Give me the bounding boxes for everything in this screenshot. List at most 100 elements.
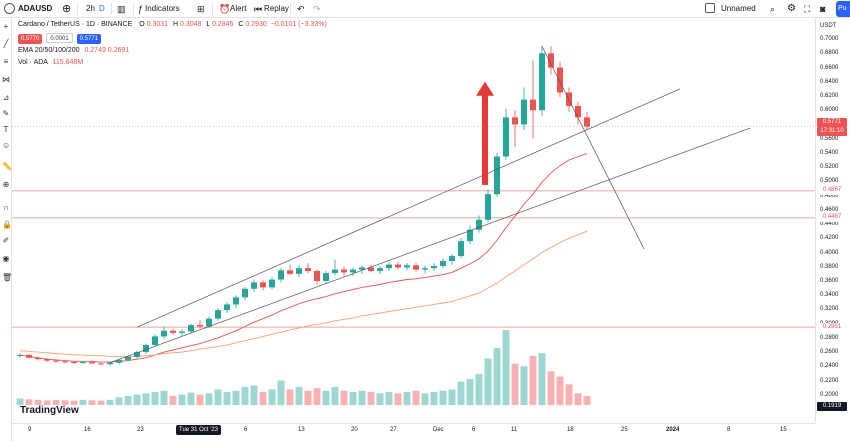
candle-body	[404, 265, 410, 268]
price-tick-label: 0.2800	[820, 334, 839, 341]
replay-button[interactable]: Replay	[264, 4, 289, 13]
volume-bar	[466, 379, 474, 405]
candle-body	[134, 352, 140, 358]
volume-bar	[151, 392, 159, 405]
toolbar-divider	[133, 3, 134, 15]
candle-body	[296, 268, 302, 274]
eye-icon[interactable]: ◉	[2, 254, 10, 263]
volume-bar	[205, 393, 213, 405]
volume-bar	[241, 386, 249, 405]
candle-body	[260, 282, 266, 288]
volume-bar	[277, 380, 285, 405]
zoom-in-icon[interactable]: ⊕	[2, 180, 10, 189]
volume-bar	[169, 395, 177, 405]
volume-bar	[43, 400, 51, 405]
ema-indicator-label[interactable]: EMA 20/50/100/200	[18, 47, 80, 54]
camera-icon[interactable]: ◙	[820, 4, 826, 14]
alert-button[interactable]: Alert	[230, 4, 247, 13]
alert-clock-icon[interactable]: ⏰	[219, 4, 231, 14]
candle-body	[62, 361, 68, 363]
candle-body	[575, 105, 581, 118]
symbol-name[interactable]: ADAUSD	[18, 4, 53, 13]
pattern-icon[interactable]: ⋈	[2, 75, 10, 84]
ema-slow-line	[19, 230, 588, 357]
candle-body	[530, 99, 536, 111]
candle-body	[233, 297, 239, 305]
candle-body	[431, 266, 437, 269]
price-axis[interactable]: USDT 0.7000 0.6800 0.6600 0.6400 0.6200 0.600…	[815, 18, 850, 423]
redo-icon[interactable]: ↷	[313, 4, 321, 14]
trendline-icon[interactable]: ╱	[3, 39, 9, 48]
candle-body	[89, 362, 95, 364]
candle-body	[314, 271, 320, 281]
buy-button[interactable]: 0.5771	[76, 34, 101, 44]
candle-body	[44, 359, 50, 361]
chart-type-icon[interactable]: ▥	[117, 4, 126, 14]
level-price-tag: 0.2951	[817, 322, 847, 332]
volume-bar	[142, 393, 150, 405]
settings-gear-icon[interactable]: ⚙	[787, 3, 796, 14]
brush-icon[interactable]: ✎	[2, 109, 10, 118]
legend-title: Cardano / TetherUS · 1D · BINANCE	[18, 21, 133, 28]
volume-bar	[79, 399, 87, 405]
text-tool-icon[interactable]: T	[3, 125, 9, 134]
quick-search-icon[interactable]: ⌕	[770, 4, 776, 14]
volume-bar	[556, 376, 564, 405]
replay-icon[interactable]: ⏮	[254, 4, 263, 14]
candle-body	[71, 362, 77, 364]
level-price-tag: 0.4487	[817, 213, 847, 223]
price-tick-label: 0.5000	[820, 178, 839, 185]
trash-icon[interactable]: 🗑	[2, 273, 13, 282]
candle-body	[503, 117, 509, 157]
undo-icon[interactable]: ↶	[297, 4, 305, 14]
volume-bar	[313, 388, 321, 405]
ema-values: 0.2749 0.2691	[84, 47, 130, 54]
candle-body	[35, 357, 41, 360]
volume-bar	[232, 390, 240, 405]
level-price-tag: 0.4867	[817, 186, 847, 196]
fib-retracement-icon[interactable]: ≡	[3, 57, 9, 66]
lock-icon[interactable]: 🔒	[2, 220, 12, 229]
sell-button[interactable]: 0.5770	[18, 34, 43, 44]
volume-bar	[115, 397, 123, 405]
legend-c-value: 0.2930	[245, 21, 267, 28]
volume-bar	[187, 392, 195, 405]
projection-icon[interactable]: ⊿	[2, 93, 10, 102]
layout-icon[interactable]	[705, 3, 715, 13]
symbol-search-icon[interactable]	[4, 3, 15, 14]
volume-bar	[160, 390, 168, 405]
volume-indicator-label[interactable]: Vol · ADA	[18, 59, 48, 66]
candle-body	[305, 268, 311, 272]
time-tick-label: 25	[621, 427, 628, 433]
indicators-button[interactable]: Indicators	[145, 4, 180, 13]
fullscreen-icon[interactable]: ⛶	[804, 4, 811, 14]
ruler-icon[interactable]: 📏	[2, 162, 12, 171]
layout-name[interactable]: Unnamed	[721, 4, 756, 13]
candle-body	[332, 269, 338, 274]
crosshair-icon[interactable]: +	[3, 22, 9, 31]
templates-icon[interactable]: ⊞	[197, 4, 205, 14]
volume-bar	[250, 385, 258, 405]
volume-bar	[538, 353, 546, 405]
icons-tool-icon[interactable]: ☺	[2, 141, 11, 150]
interval-d[interactable]: D	[99, 4, 105, 13]
candle-body	[341, 269, 347, 273]
legend-ema-row: EMA 20/50/100/200 0.2749 0.2691	[18, 46, 129, 56]
volume-bar	[331, 386, 339, 405]
add-symbol-icon[interactable]: ⊕	[62, 3, 72, 15]
stay-in-drawing-mode-icon[interactable]: ✐	[2, 236, 10, 245]
candle-body	[116, 359, 122, 363]
ema-fast-line	[19, 153, 588, 363]
publish-button[interactable]: Pu	[836, 1, 850, 17]
price-chart[interactable]	[12, 18, 815, 423]
indicators-icon[interactable]: ƒ	[138, 4, 144, 14]
price-tick-label: 0.6600	[820, 64, 839, 71]
time-axis[interactable]: 9 16 23 6 13 20 27 Dec 6 11 18 25 2024 8 15 Tue 31 Oct …	[12, 423, 815, 441]
candle-body	[152, 336, 158, 345]
candle-body	[350, 269, 356, 273]
interval-2h[interactable]: 2h	[86, 4, 95, 13]
price-tick-label: 0.4600	[820, 206, 839, 213]
candle-body	[197, 325, 203, 327]
magnet-icon[interactable]: ∩	[3, 203, 9, 212]
legend-h-label: H	[172, 21, 179, 28]
